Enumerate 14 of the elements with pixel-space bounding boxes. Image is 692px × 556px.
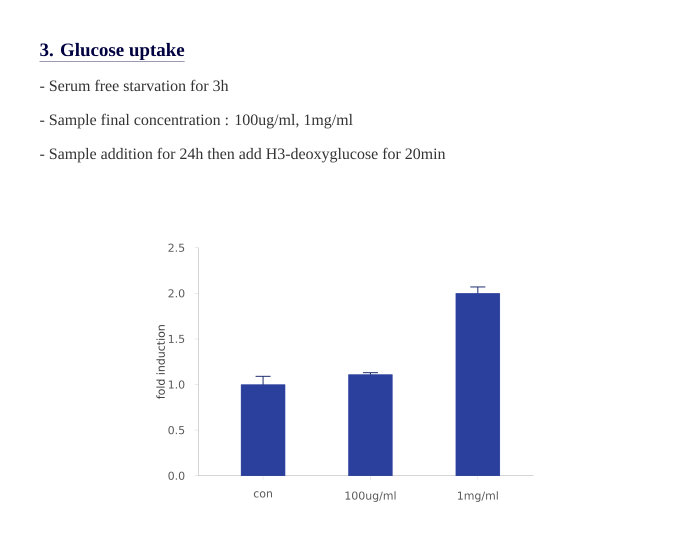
y-tick-label: 2.5 (168, 244, 184, 252)
chart-title: 3. Glucose uptake (40, 42, 184, 60)
x-tick-label: con (254, 491, 272, 498)
y-tick-label: 0.5 (168, 426, 184, 434)
y-axis-title: fold induction (156, 325, 165, 399)
y-tick-label: 1.5 (168, 334, 184, 344)
y-tick-label: 0.0 (168, 472, 184, 480)
text: - Serum free starvation for 3h (40, 80, 228, 92)
y-tick-label: 2.0 (168, 289, 184, 298)
text: - Sample final concentration : 100ug/ml, 1mg/ml (40, 114, 353, 128)
text: - Sample addition for 24h then add H3-deoxyglucose for 20min (40, 148, 446, 162)
x-tick-label: 100ug/ml (346, 491, 396, 502)
y-tick-label: 1.0 (168, 380, 184, 389)
x-tick-label: 1mg/ml (458, 491, 498, 502)
